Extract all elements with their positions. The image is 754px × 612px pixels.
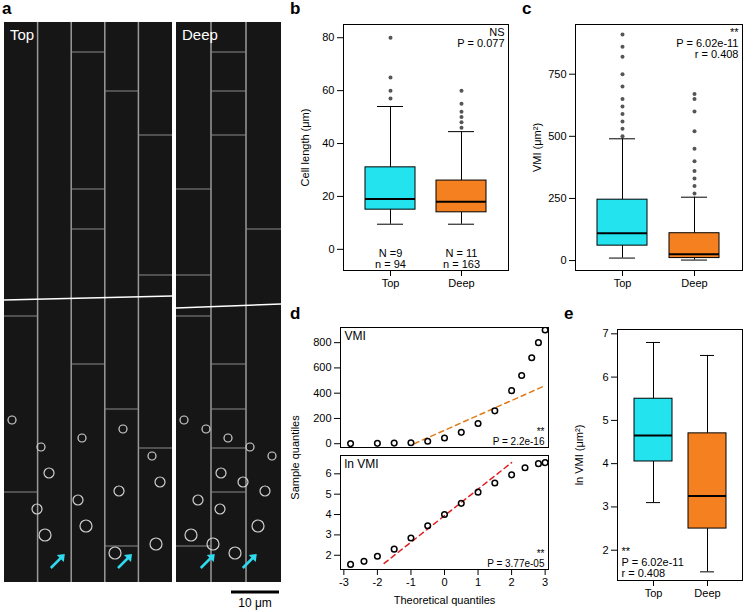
svg-text:Theoretical quantiles: Theoretical quantiles xyxy=(394,594,496,606)
svg-text:0: 0 xyxy=(441,576,447,588)
svg-text:3: 3 xyxy=(325,528,331,540)
svg-text:-3: -3 xyxy=(339,576,349,588)
svg-text:5: 5 xyxy=(325,488,331,500)
svg-text:2: 2 xyxy=(602,544,608,556)
svg-text:80: 80 xyxy=(322,31,334,43)
svg-text:200: 200 xyxy=(313,412,331,424)
svg-text:Top: Top xyxy=(382,277,400,289)
svg-text:ln VMI: ln VMI xyxy=(345,457,379,471)
svg-text:40: 40 xyxy=(322,137,334,149)
svg-text:3: 3 xyxy=(602,500,608,512)
svg-text:800: 800 xyxy=(313,336,331,348)
svg-text:VMI (μm²): VMI (μm²) xyxy=(531,123,543,172)
svg-text:600: 600 xyxy=(313,361,331,373)
svg-text:400: 400 xyxy=(313,387,331,399)
svg-text:6: 6 xyxy=(325,467,331,479)
html-text:a: a xyxy=(2,0,12,18)
html-text:e: e xyxy=(564,304,574,323)
svg-text:6: 6 xyxy=(602,371,608,383)
svg-text:Top: Top xyxy=(10,26,34,43)
svg-text:750: 750 xyxy=(548,68,566,80)
svg-text:10 μm: 10 μm xyxy=(238,596,272,610)
svg-text:3: 3 xyxy=(542,576,548,588)
svg-text:2: 2 xyxy=(509,576,515,588)
svg-text:Cell length (μm): Cell length (μm) xyxy=(299,109,311,187)
svg-text:Deep: Deep xyxy=(182,26,218,43)
svg-text:1: 1 xyxy=(475,576,481,588)
svg-text:250: 250 xyxy=(548,192,566,204)
svg-text:**P = 6.02e-11r = 0.408: **P = 6.02e-11r = 0.408 xyxy=(676,26,739,60)
svg-text:ln VMI (μm²): ln VMI (μm²) xyxy=(573,425,585,486)
svg-text:VMI: VMI xyxy=(345,329,366,343)
svg-text:0: 0 xyxy=(560,254,566,266)
svg-text:60: 60 xyxy=(322,84,334,96)
svg-text:4: 4 xyxy=(325,508,331,520)
svg-text:Sample quantiles: Sample quantiles xyxy=(289,415,301,500)
svg-text:0: 0 xyxy=(325,437,331,449)
svg-text:-2: -2 xyxy=(373,576,383,588)
svg-text:20: 20 xyxy=(322,190,334,202)
svg-text:N = 11n = 163: N = 11n = 163 xyxy=(443,247,480,270)
html-text:d: d xyxy=(290,304,301,323)
svg-text:Deep: Deep xyxy=(694,587,720,599)
svg-text:**P = 6.02e-11r = 0.408: **P = 6.02e-11r = 0.408 xyxy=(622,545,684,579)
html-text:b: b xyxy=(290,0,301,18)
svg-text:500: 500 xyxy=(548,130,566,142)
svg-text:7: 7 xyxy=(602,327,608,339)
svg-text:Deep: Deep xyxy=(681,277,707,289)
svg-text:Deep: Deep xyxy=(448,277,474,289)
svg-text:-1: -1 xyxy=(406,576,416,588)
svg-text:0: 0 xyxy=(328,243,334,255)
svg-text:NSP = 0.077: NSP = 0.077 xyxy=(457,26,504,49)
svg-text:Top: Top xyxy=(645,587,663,599)
svg-text:2: 2 xyxy=(325,549,331,561)
svg-text:**P = 3.77e-05: **P = 3.77e-05 xyxy=(487,548,545,569)
html-text:c: c xyxy=(522,0,532,18)
svg-text:Top: Top xyxy=(614,277,632,289)
svg-text:4: 4 xyxy=(602,457,608,469)
svg-text:5: 5 xyxy=(602,414,608,426)
svg-text:**P = 2.2e-16: **P = 2.2e-16 xyxy=(493,426,545,447)
svg-text:N =9n = 94: N =9n = 94 xyxy=(375,247,406,270)
